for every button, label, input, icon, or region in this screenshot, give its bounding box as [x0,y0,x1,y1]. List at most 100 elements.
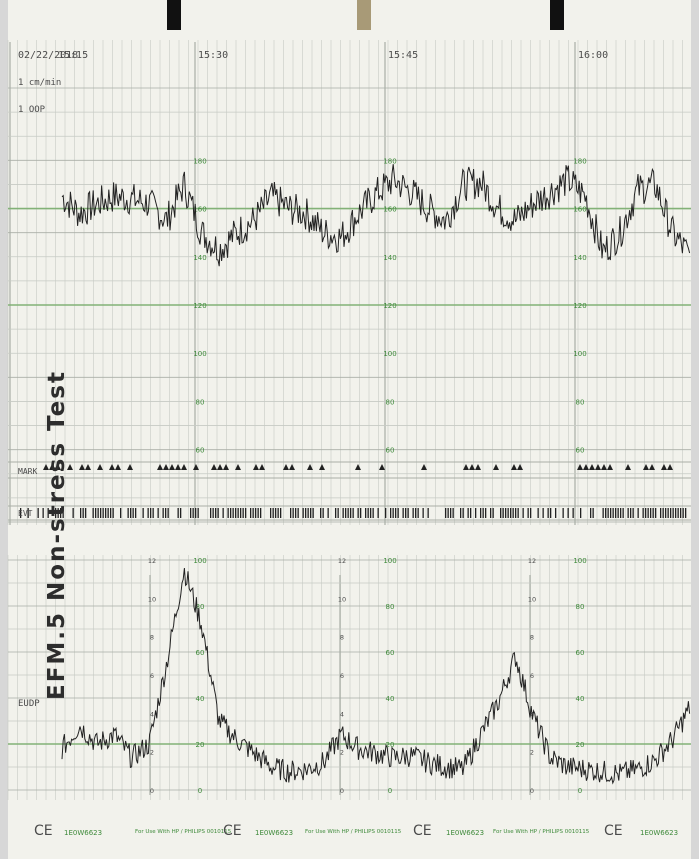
event-mark [192,508,194,518]
ua-secondary-tick-label: 2 [150,749,154,757]
event-mark [107,508,109,518]
event-mark [452,508,454,518]
event-mark [392,508,394,518]
event-mark [412,508,414,518]
event-mark [622,508,624,518]
event-mark [80,508,82,518]
fetal-movement-mark [649,464,655,470]
event-mark [507,508,509,518]
ua-secondary-tick-label: 6 [340,672,344,680]
event-mark [290,508,292,518]
footer-notice-3: For Use With HP / PHILIPS 0010115 [493,829,590,835]
event-mark [572,508,574,518]
event-mark [667,508,669,518]
grid [7,40,691,800]
event-mark [20,508,22,518]
event-mark [132,508,134,518]
fetal-movement-mark [49,464,55,470]
fhr-tick-labels: 180 160 140 120 100 80 60 180 160 140 120 100 80 60 18… [193,157,586,454]
event-mark [650,508,652,518]
event-mark [505,508,507,518]
event-mark [615,508,617,518]
event-mark [277,508,279,518]
footer-brand-4: CE [604,823,623,839]
fetal-movement-mark [127,464,133,470]
ua-tick-label: 100 [573,557,586,565]
event-mark [660,508,662,518]
event-mark [97,508,99,518]
event-mark [257,508,259,518]
footer-serial-3: 1E0W6623 [446,829,484,837]
event-mark [327,508,329,518]
fhr-tick-label: 60 [576,447,585,455]
event-mark [670,508,672,518]
ua-tick-label: 60 [576,649,585,657]
footer-serial-2: 1E0W6623 [255,829,293,837]
fhr-tick-label: 100 [193,350,206,358]
event-mark [167,508,169,518]
event-mark [57,508,59,518]
event-mark [272,508,274,518]
fhr-tick-label: 100 [573,350,586,358]
ua-secondary-tick-label: 6 [530,672,534,680]
event-mark [60,508,62,518]
fetal-movement-mark [355,464,361,470]
fetal-movement-mark [421,464,427,470]
event-mark [517,508,519,518]
event-mark [590,508,592,518]
event-mark [222,508,224,518]
fhr-trace [61,164,691,267]
fetal-movement-mark [307,464,313,470]
event-mark [245,508,247,518]
ua-secondary-tick-label: 0 [530,787,534,795]
event-mark [617,508,619,518]
ua-secondary-tick-label: 10 [148,595,156,603]
event-mark [512,508,514,518]
fetal-movement-mark [97,464,103,470]
event-mark [580,508,582,518]
event-mark [112,508,114,518]
event-mark [100,508,102,518]
event-mark [252,508,254,518]
event-mark [190,508,192,518]
event-mark [397,508,399,518]
event-mark [297,508,299,518]
event-mark [462,508,464,518]
fetal-movement-mark [667,464,673,470]
event-mark [150,508,152,518]
event-mark [92,508,94,518]
event-mark [482,508,484,518]
event-mark [480,508,482,518]
paper-background [8,0,691,859]
event-mark [82,508,84,518]
ua-tick-label: 100 [193,557,206,565]
ua-secondary-tick-label: 10 [528,595,536,603]
event-mark [677,508,679,518]
fhr-tick-label: 140 [193,254,206,262]
event-mark [490,508,492,518]
paper-speed-label: 1 cm/min [18,78,61,88]
event-mark [210,508,212,518]
fetal-movement-mark [43,464,49,470]
event-mark [427,508,429,518]
event-mark [672,508,674,518]
event-mark [260,508,262,518]
side-label-4: EUDP [18,699,40,709]
ua-tick-label: 20 [386,741,395,749]
fetal-movement-mark [379,464,385,470]
fetal-movement-mark [193,464,199,470]
ua-secondary-tick-label: 0 [150,787,154,795]
event-mark [610,508,612,518]
fetal-movement-mark [55,464,61,470]
event-mark [390,508,392,518]
event-mark [567,508,569,518]
event-mark [395,508,397,518]
fetal-movement-mark [625,464,631,470]
event-mark [250,508,252,518]
event-mark [542,508,544,518]
event-mark [152,508,154,518]
event-mark [95,508,97,518]
event-mark [632,508,634,518]
top-marker-center [357,0,371,30]
